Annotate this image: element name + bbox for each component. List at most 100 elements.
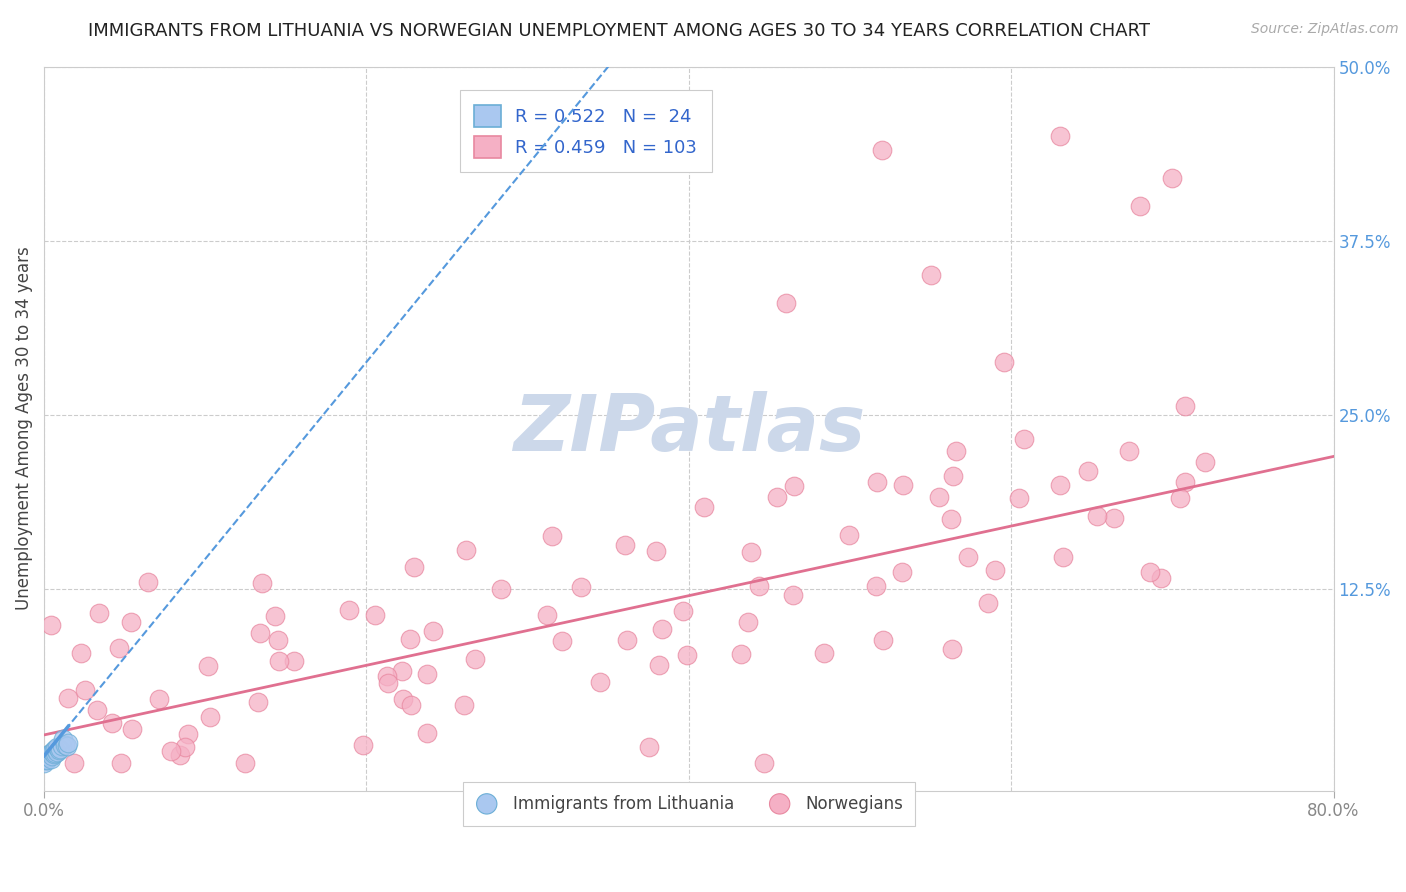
Point xyxy=(375,669,398,683)
Point xyxy=(41,748,63,763)
Point xyxy=(941,512,963,526)
Point xyxy=(1008,491,1031,506)
Point xyxy=(51,739,73,753)
Point xyxy=(352,739,374,753)
Point xyxy=(676,648,699,662)
Point xyxy=(752,756,775,770)
Point xyxy=(890,566,912,580)
Point xyxy=(1129,199,1152,213)
Point xyxy=(422,624,444,639)
Point xyxy=(52,732,75,747)
Point xyxy=(730,647,752,661)
Point xyxy=(1049,129,1071,144)
Point xyxy=(38,750,60,764)
Point xyxy=(70,646,93,660)
Point xyxy=(1077,465,1099,479)
Point xyxy=(363,607,385,622)
Legend: Immigrants from Lithuania, Norwegians: Immigrants from Lithuania, Norwegians xyxy=(463,782,915,826)
Point xyxy=(866,475,889,489)
Point xyxy=(267,654,290,668)
Point xyxy=(136,575,159,590)
Point xyxy=(645,544,668,558)
Point xyxy=(63,756,86,770)
Point xyxy=(870,143,893,157)
Point xyxy=(1149,571,1171,585)
Point xyxy=(551,633,574,648)
Point xyxy=(782,588,804,602)
Point xyxy=(399,698,422,713)
Point xyxy=(35,751,58,765)
Point xyxy=(42,743,65,757)
Point xyxy=(58,736,80,750)
Text: Source: ZipAtlas.com: Source: ZipAtlas.com xyxy=(1251,22,1399,37)
Point xyxy=(337,603,360,617)
Point xyxy=(536,608,558,623)
Point xyxy=(589,674,612,689)
Point xyxy=(48,743,70,757)
Point xyxy=(737,615,759,629)
Point xyxy=(250,576,273,591)
Point xyxy=(651,622,673,636)
Point xyxy=(267,632,290,647)
Point xyxy=(956,549,979,564)
Point xyxy=(176,727,198,741)
Point xyxy=(638,739,661,754)
Text: IMMIGRANTS FROM LITHUANIA VS NORWEGIAN UNEMPLOYMENT AMONG AGES 30 TO 34 YEARS CO: IMMIGRANTS FROM LITHUANIA VS NORWEGIAN U… xyxy=(87,22,1150,40)
Point xyxy=(928,490,950,504)
Point xyxy=(813,646,835,660)
Point xyxy=(249,626,271,640)
Point xyxy=(233,756,256,770)
Text: ZIPatlas: ZIPatlas xyxy=(513,391,865,467)
Point xyxy=(541,529,564,543)
Point xyxy=(1102,511,1125,525)
Point xyxy=(53,738,76,752)
Point xyxy=(49,741,72,756)
Point xyxy=(1194,454,1216,468)
Point xyxy=(37,748,59,763)
Point xyxy=(1168,491,1191,505)
Point xyxy=(41,745,63,759)
Point xyxy=(945,443,967,458)
Point xyxy=(766,490,789,504)
Point xyxy=(39,751,62,765)
Point xyxy=(891,477,914,491)
Point xyxy=(87,606,110,620)
Point xyxy=(941,641,963,656)
Point xyxy=(86,703,108,717)
Point xyxy=(464,652,486,666)
Point xyxy=(942,468,965,483)
Point xyxy=(1174,400,1197,414)
Point xyxy=(101,715,124,730)
Point xyxy=(148,691,170,706)
Point xyxy=(415,726,437,740)
Point xyxy=(391,664,413,678)
Point xyxy=(616,632,638,647)
Point xyxy=(748,579,770,593)
Point xyxy=(1161,171,1184,186)
Point xyxy=(984,563,1007,577)
Point xyxy=(1085,508,1108,523)
Point xyxy=(1174,475,1197,490)
Point xyxy=(569,581,592,595)
Point xyxy=(416,666,439,681)
Point xyxy=(977,596,1000,610)
Point xyxy=(1012,433,1035,447)
Point xyxy=(1139,565,1161,579)
Point xyxy=(39,617,62,632)
Point xyxy=(198,709,221,723)
Point xyxy=(37,753,59,767)
Point xyxy=(120,615,142,629)
Point xyxy=(377,676,399,690)
Point xyxy=(121,722,143,736)
Y-axis label: Unemployment Among Ages 30 to 34 years: Unemployment Among Ages 30 to 34 years xyxy=(15,247,32,610)
Point xyxy=(35,753,58,767)
Point xyxy=(693,500,716,515)
Point xyxy=(920,268,942,283)
Point xyxy=(993,355,1015,369)
Point xyxy=(55,739,77,753)
Point xyxy=(283,654,305,668)
Point xyxy=(740,544,762,558)
Point xyxy=(169,748,191,763)
Point xyxy=(44,741,66,756)
Point xyxy=(648,657,671,672)
